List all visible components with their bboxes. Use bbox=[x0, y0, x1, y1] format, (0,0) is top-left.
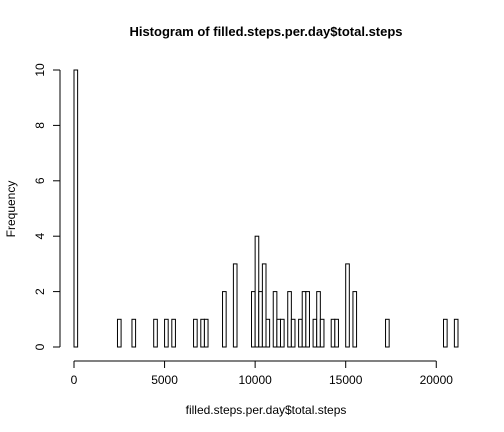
histogram-bar bbox=[287, 291, 292, 348]
histogram-bar bbox=[330, 318, 336, 348]
histogram-bar bbox=[73, 69, 79, 348]
histogram-bar bbox=[345, 263, 350, 348]
histogram-bar bbox=[251, 291, 256, 348]
x-tick-label: 0 bbox=[71, 373, 78, 387]
y-tick-label: 10 bbox=[33, 63, 47, 77]
x-tick-label: 10000 bbox=[238, 373, 272, 387]
histogram-bar bbox=[200, 318, 205, 348]
histogram-bar bbox=[276, 318, 281, 348]
histogram-bar bbox=[279, 318, 285, 348]
histogram-bar bbox=[385, 318, 390, 348]
histogram-bar bbox=[352, 291, 358, 348]
histogram-bar bbox=[261, 263, 267, 348]
histogram-bar bbox=[290, 318, 296, 348]
histogram-bar bbox=[443, 318, 448, 348]
histogram-bar bbox=[164, 318, 169, 348]
histogram-bar bbox=[453, 318, 459, 348]
histogram-bar bbox=[298, 318, 303, 348]
histogram-bar bbox=[193, 318, 198, 348]
y-tick-label: 6 bbox=[33, 177, 47, 184]
x-tick-label: 20000 bbox=[420, 373, 454, 387]
histogram-bar bbox=[334, 318, 339, 348]
y-axis-label: Frequency bbox=[4, 181, 18, 238]
histogram-bar bbox=[203, 318, 209, 348]
y-tick-label: 0 bbox=[33, 343, 47, 350]
histogram-bar bbox=[305, 291, 310, 348]
histogram-bar bbox=[222, 291, 227, 348]
histogram-bar bbox=[131, 318, 137, 348]
histogram-bar bbox=[116, 318, 122, 348]
histogram-bar bbox=[254, 235, 260, 348]
histogram-bar bbox=[272, 291, 278, 348]
y-axis: 0 2 4 6 8 10 bbox=[33, 63, 61, 350]
histogram-bar bbox=[153, 318, 158, 348]
histogram-bar bbox=[316, 291, 321, 348]
x-tick-label: 15000 bbox=[329, 373, 363, 387]
x-axis-label: filled.steps.per.day$total.steps bbox=[186, 403, 347, 417]
histogram-bar bbox=[171, 318, 176, 348]
histogram-bar bbox=[265, 318, 271, 348]
histogram-bars bbox=[73, 69, 459, 348]
histogram-bar bbox=[232, 263, 238, 348]
y-tick-label: 8 bbox=[33, 122, 47, 129]
histogram-bar bbox=[312, 318, 318, 348]
x-tick-label: 5000 bbox=[151, 373, 178, 387]
y-tick-label: 4 bbox=[33, 233, 47, 240]
histogram-bar bbox=[319, 318, 325, 348]
histogram-bar bbox=[258, 291, 263, 348]
histogram-bar bbox=[301, 291, 307, 348]
y-tick-label: 2 bbox=[33, 288, 47, 295]
x-axis: 0 5000 10000 15000 20000 bbox=[71, 360, 454, 387]
chart-title: Histogram of filled.steps.per.day$total.… bbox=[129, 24, 402, 39]
